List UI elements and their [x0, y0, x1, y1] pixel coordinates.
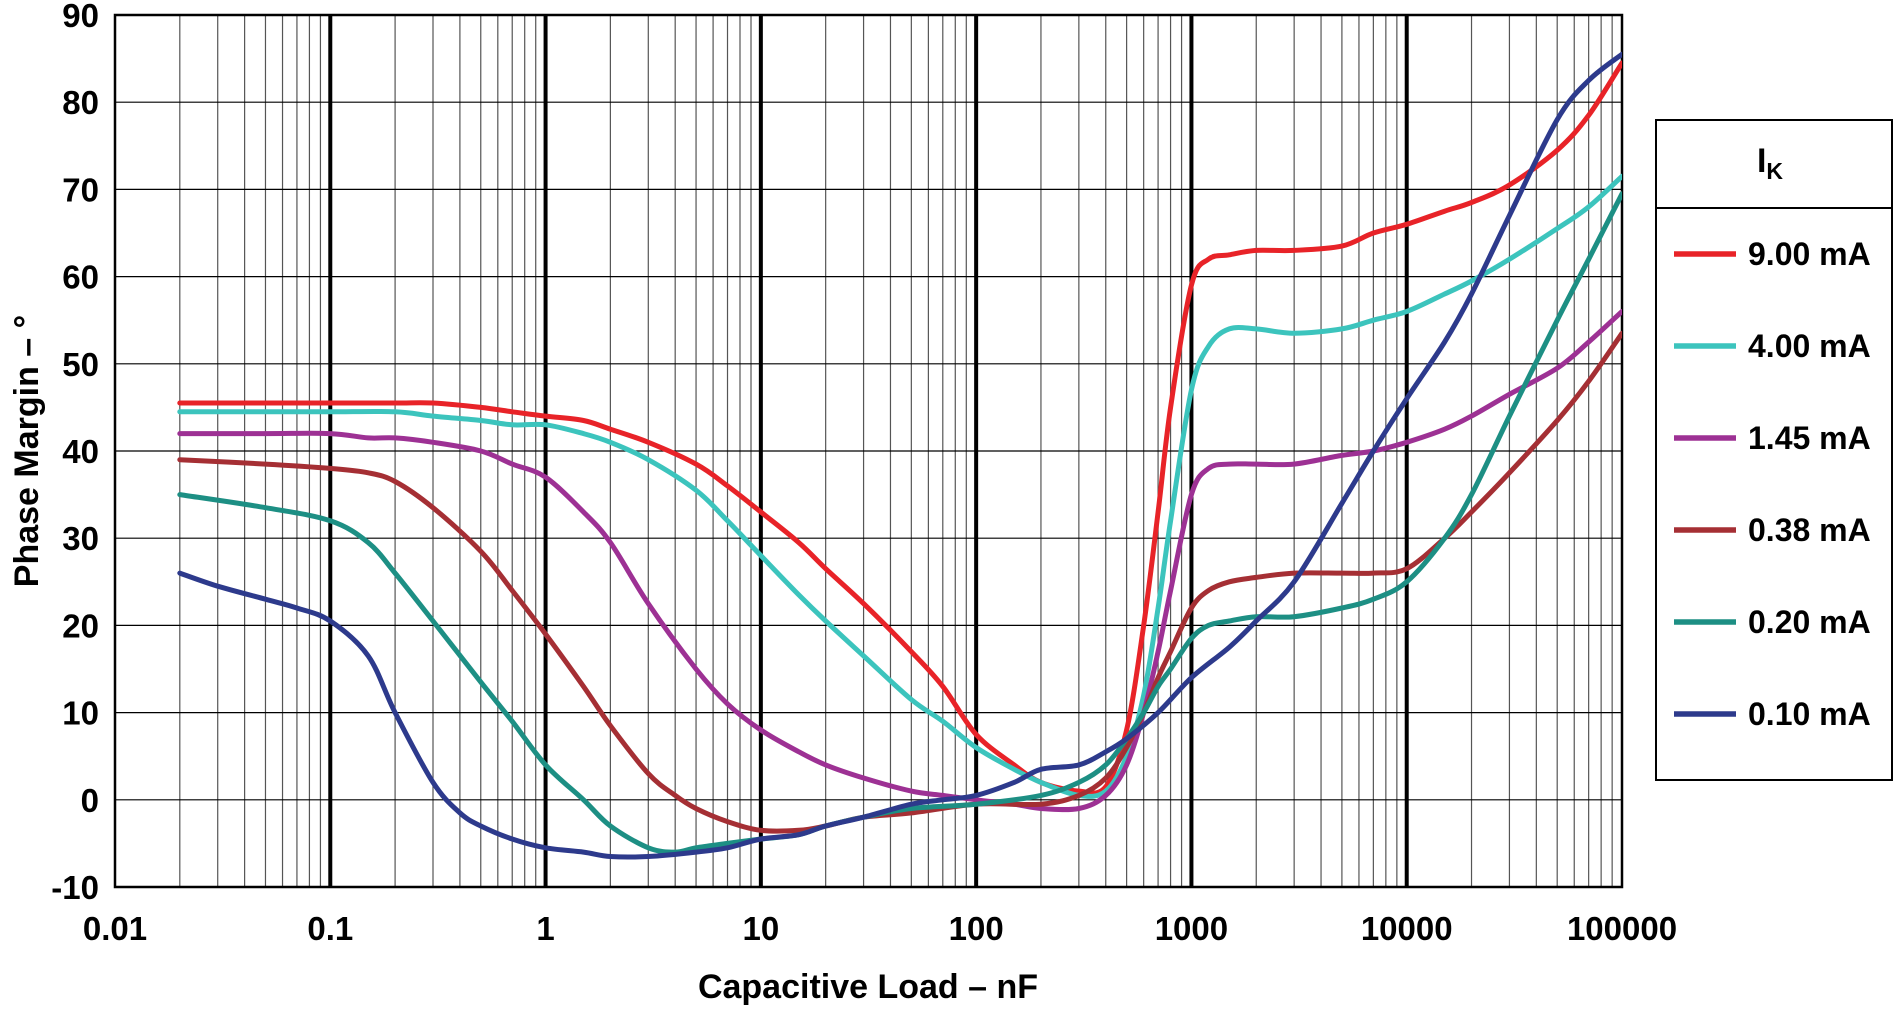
series-line-0.10-mA: [177, 51, 1622, 860]
y-tick-label-30: 30: [62, 520, 99, 557]
y-tick-label-40: 40: [62, 433, 99, 470]
plot-border: [113, 13, 1624, 889]
x-axis-title: Capacitive Load – nF: [698, 968, 1038, 1006]
series-line-4.00-mA: [177, 173, 1622, 799]
x-tick-label-1: 1: [536, 910, 554, 947]
series-curves: [177, 51, 1622, 860]
y-tick-label--10: -10: [51, 869, 99, 906]
y-tick-label-0: 0: [81, 782, 99, 819]
x-tick-label-10: 10: [742, 910, 779, 947]
y-tick-label-70: 70: [62, 171, 99, 208]
y-tick-label-60: 60: [62, 259, 99, 296]
legend-entries: 9.00 mA 4.00 mA 1.45 mA 0.38 mA 0.20 mA 0.10 …: [1674, 236, 1871, 732]
legend-entry-label: 0.38 mA: [1748, 512, 1871, 548]
y-tick-label-50: 50: [62, 346, 99, 383]
legend-entry-label: 0.10 mA: [1748, 696, 1871, 732]
y-tick-label-20: 20: [62, 607, 99, 644]
series-line-0.20-mA: [177, 191, 1622, 855]
y-axis-tick-labels: -10 0 10 20 30 40 50 60 70 80 90: [51, 0, 99, 906]
legend-entry-label: 9.00 mA: [1748, 236, 1871, 272]
y-tick-label-90: 90: [62, 0, 99, 34]
x-tick-label-100: 100: [949, 910, 1004, 947]
x-tick-label-10000: 10000: [1361, 910, 1453, 947]
legend: IK 9.00 mA 4.00 mA 1.45 mA 0.38 mA 0.20 mA 0.…: [1655, 119, 1893, 781]
legend-box: [1655, 119, 1893, 781]
y-axis-title: Phase Margin – °: [8, 315, 46, 587]
legend-title: IK: [1757, 142, 1783, 184]
legend-entry-label: 0.20 mA: [1748, 604, 1871, 640]
x-axis-tick-labels: 0.01 0.1 1 10 100 1000 10000 100000: [83, 910, 1677, 947]
y-tick-label-80: 80: [62, 84, 99, 121]
legend-entry-label: 1.45 mA: [1748, 420, 1871, 456]
legend-entry-label: 4.00 mA: [1748, 328, 1871, 364]
x-tick-label-100000: 100000: [1567, 910, 1677, 947]
x-tick-label-1000: 1000: [1155, 910, 1228, 947]
x-tick-label-0.01: 0.01: [83, 910, 147, 947]
grid-lines: [115, 14, 1622, 888]
x-tick-label-0.1: 0.1: [307, 910, 353, 947]
y-tick-label-10: 10: [62, 695, 99, 732]
